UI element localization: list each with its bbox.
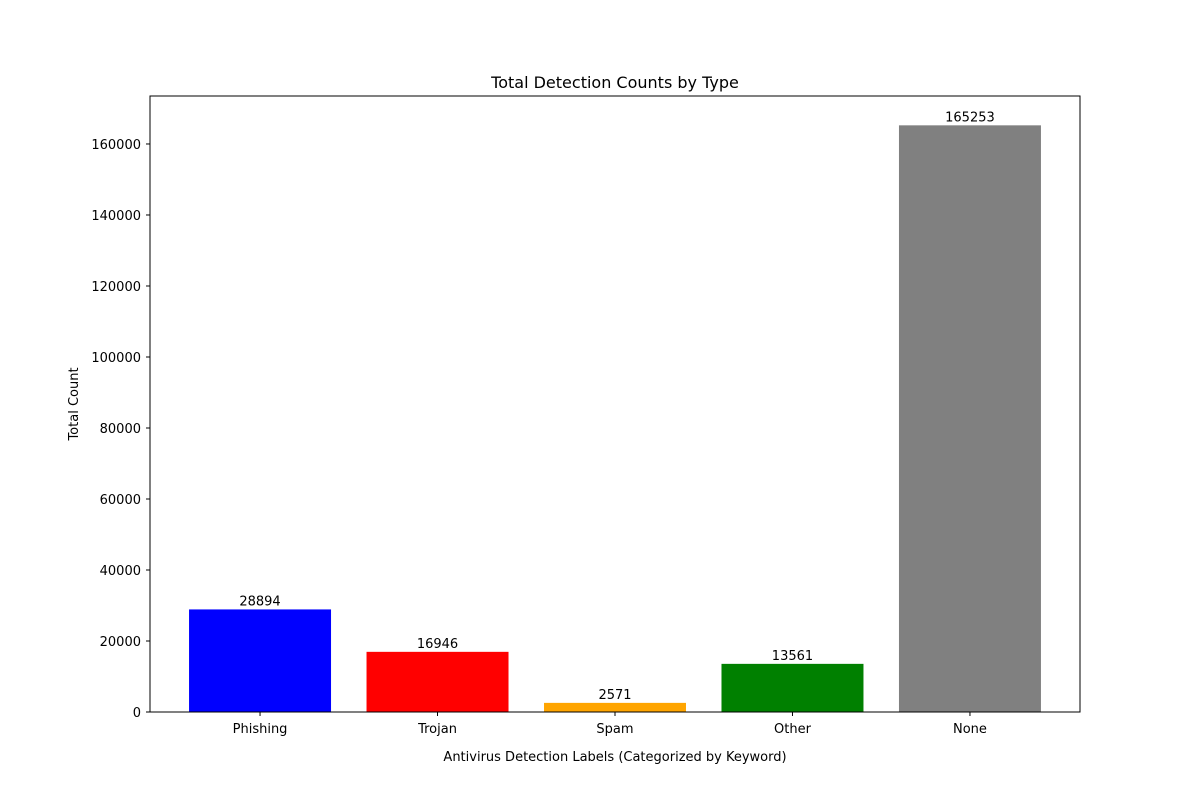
y-tick-label: 140000 [91, 209, 141, 224]
data-label-other: 13561 [772, 649, 813, 664]
x-tick-label: Spam [596, 722, 633, 737]
data-label-trojan: 16946 [417, 637, 458, 652]
plot-frame [149, 95, 1081, 713]
bar-other [721, 663, 864, 712]
y-tick-label: 20000 [100, 635, 141, 650]
y-axis-label: Total Count [67, 367, 82, 441]
x-tick-label: Other [774, 722, 812, 737]
bar-spam [544, 702, 686, 712]
bars-layer [189, 125, 1041, 713]
bar-trojan [366, 651, 509, 712]
x-axis-ticks: Phishing Trojan Spam Other None [233, 712, 987, 737]
y-tick-label: 80000 [100, 422, 141, 437]
y-tick-label: 0 [133, 706, 141, 721]
y-axis-ticks: 0 20000 40000 60000 80000 100000 120000 140000 1… [91, 138, 150, 721]
data-labels-layer: 28894 16946 2571 13561 165253 [239, 110, 994, 703]
y-tick-label: 40000 [100, 564, 141, 579]
x-tick-label: None [953, 722, 987, 737]
data-label-spam: 2571 [598, 688, 631, 703]
data-label-phishing: 28894 [239, 594, 280, 609]
y-tick-label: 120000 [91, 280, 141, 295]
data-label-none: 165253 [945, 110, 995, 125]
chart-title: Total Detection Counts by Type [490, 73, 739, 92]
x-tick-label: Phishing [233, 722, 288, 737]
bar-phishing [189, 609, 332, 712]
bar-none [898, 125, 1041, 713]
x-tick-label: Trojan [417, 722, 457, 737]
y-tick-label: 60000 [100, 493, 141, 508]
y-tick-label: 100000 [91, 351, 141, 366]
y-tick-label: 160000 [91, 138, 141, 153]
x-axis-label: Antivirus Detection Labels (Categorized … [443, 750, 786, 765]
